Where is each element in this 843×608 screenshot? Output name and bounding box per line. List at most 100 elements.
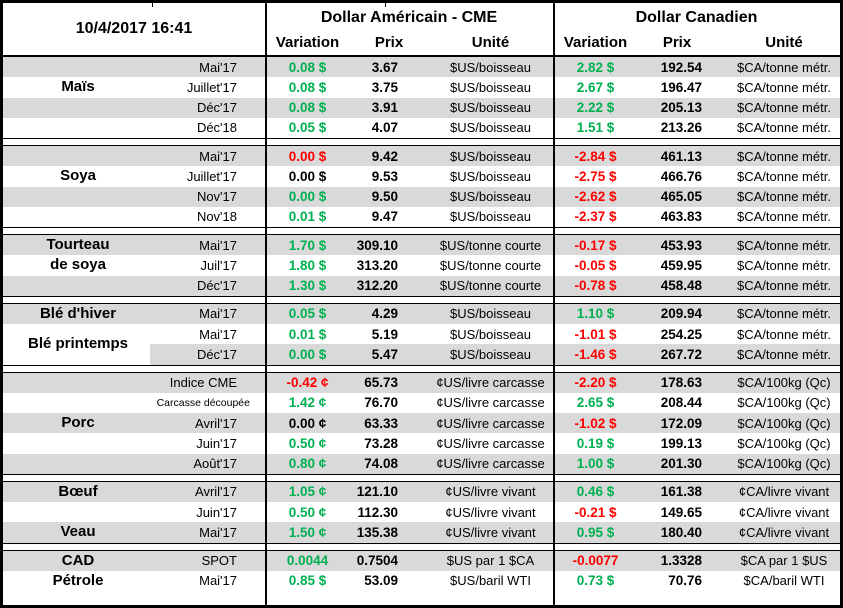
ca-unit-cell: ¢CA/livre vivant xyxy=(738,524,830,540)
us-price-cell: 4.29 xyxy=(371,306,398,322)
us-unit-cell: ¢US/livre vivant xyxy=(445,524,536,540)
contract-month-cell: Juil'17 xyxy=(200,257,237,273)
section-spacer xyxy=(3,473,840,482)
ca-unit-cell: $CA/tonne métr. xyxy=(737,257,831,273)
contract-month-cell: Mai'17 xyxy=(199,237,237,253)
ca-variation-cell: -2.20 $ xyxy=(574,375,617,391)
ca-price-cell: 208.44 xyxy=(660,395,702,411)
contract-month-cell: Indice CME xyxy=(169,375,237,391)
ca-price-cell: 172.09 xyxy=(660,415,702,431)
us-price-cell: 73.28 xyxy=(364,435,398,451)
us-unit-cell: $US/boisseau xyxy=(450,59,531,75)
ca-unit-cell: $CA/tonne métr. xyxy=(737,59,831,75)
ca-variation-cell: -0.0077 xyxy=(572,553,619,569)
ca-group-title: Dollar Canadien xyxy=(635,9,758,26)
ca-variation-cell: -0.05 $ xyxy=(574,257,617,273)
us-price-cell: 76.70 xyxy=(364,395,398,411)
us-variation-cell: 0.00 $ xyxy=(288,168,327,184)
commodity-section: Mai'17 0.05 $ 4.29 $US/boisseau 1.10 $ 209.94… xyxy=(3,303,840,365)
us-unit-cell: ¢US/livre carcasse xyxy=(436,395,545,411)
table-row: Août'17 0.80 ¢ 74.08 ¢US/livre carcasse 1.00… xyxy=(3,453,840,474)
us-unit-cell: $US/boisseau xyxy=(450,120,531,136)
ca-unit-cell: $CA/baril WTI xyxy=(743,573,825,589)
contract-month-cell: Mai'17 xyxy=(199,524,237,540)
ca-price-cell: 453.93 xyxy=(660,237,702,253)
table-body: Mai'17 0.08 $ 3.67 $US/boisseau 2.82 $ 192.54… xyxy=(3,57,840,591)
table-row: Mai'17 0.01 $ 5.19 $US/boisseau -1.01 $ 254.2… xyxy=(3,324,840,345)
ca-unite-header: Unité xyxy=(765,34,803,51)
table-row: SPOT 0.0044 0.7504 $US par 1 $CA -0.0077 1.33… xyxy=(3,550,840,571)
commodity-section: SPOT 0.0044 0.7504 $US par 1 $CA -0.0077 1.33… xyxy=(3,550,840,591)
ca-price-cell: 180.40 xyxy=(660,524,702,540)
commodity-label: Soya xyxy=(60,167,96,185)
ca-price-cell: 209.94 xyxy=(660,306,702,322)
us-unit-cell: $US par 1 $CA xyxy=(446,553,535,569)
us-unit-cell: $US/boisseau xyxy=(450,168,531,184)
ca-variation-cell: -2.62 $ xyxy=(574,189,617,205)
us-dollar-group-header: Dollar Américain - CME Variation Prix Un… xyxy=(265,3,553,55)
table-row: Mai'17 1.70 $ 309.10 $US/tonne courte -0.17 … xyxy=(3,235,840,256)
ca-price-cell: 205.13 xyxy=(660,100,702,116)
section-spacer xyxy=(3,364,840,373)
contract-month-cell: Mai'17 xyxy=(199,148,237,164)
contract-month-cell: Mai'17 xyxy=(199,573,237,589)
us-variation-cell: 1.30 $ xyxy=(288,278,327,294)
ca-variation-cell: 2.22 $ xyxy=(576,100,615,116)
ca-unit-cell: $CA par 1 $US xyxy=(740,553,828,569)
ca-variation-cell: -2.37 $ xyxy=(574,209,617,225)
us-variation-header: Variation xyxy=(275,34,340,51)
report-datetime: 10/4/2017 16:41 xyxy=(75,20,193,37)
us-unit-cell: $US/boisseau xyxy=(450,148,531,164)
commodity-label: Veau xyxy=(60,523,96,541)
contract-month-cell: Déc'17 xyxy=(196,100,237,116)
us-variation-cell: 0.08 $ xyxy=(288,59,327,75)
table-row: Mai'17 0.05 $ 4.29 $US/boisseau 1.10 $ 209.94… xyxy=(3,303,840,324)
us-unit-cell: ¢US/livre carcasse xyxy=(436,435,545,451)
ca-variation-cell: 1.51 $ xyxy=(576,120,615,136)
table-row: Déc'18 0.05 $ 4.07 $US/boisseau 1.51 $ 213.26… xyxy=(3,117,840,138)
ca-variation-cell: -2.84 $ xyxy=(574,148,617,164)
contract-month-cell: Mai'17 xyxy=(199,306,237,322)
ca-price-cell: 70.76 xyxy=(668,573,702,589)
contract-month-cell: Mai'17 xyxy=(199,59,237,75)
us-variation-cell: 0.05 $ xyxy=(288,306,327,322)
us-subheaders: Variation Prix Unité xyxy=(265,31,553,55)
ca-variation-cell: 1.10 $ xyxy=(576,306,615,322)
table-row: Mai'17 0.85 $ 53.09 $US/baril WTI 0.73 $ 70.7… xyxy=(3,570,840,591)
us-unit-cell: $US/boisseau xyxy=(450,100,531,116)
top-border-tick xyxy=(152,3,153,7)
us-variation-cell: 0.08 $ xyxy=(288,79,327,95)
us-variation-cell: 1.70 $ xyxy=(288,237,327,253)
us-variation-cell: 0.0044 xyxy=(286,553,329,569)
table-row: Avril'17 1.05 ¢ 121.10 ¢US/livre vivant 0.46… xyxy=(3,481,840,502)
us-unit-cell: ¢US/livre vivant xyxy=(445,484,536,500)
table-row: Indice CME -0.42 ¢ 65.73 ¢US/livre carcasse… xyxy=(3,372,840,393)
us-price-cell: 313.20 xyxy=(356,257,398,273)
contract-month-cell: Déc'17 xyxy=(196,346,237,362)
us-price-cell: 3.67 xyxy=(371,59,398,75)
ca-variation-cell: 0.95 $ xyxy=(576,524,615,540)
table-header: 10/4/2017 16:41 Dollar Américain - CME V… xyxy=(3,3,840,57)
ca-prix-header: Prix xyxy=(662,34,692,51)
ca-dollar-group-header: Dollar Canadien Variation Prix Unité xyxy=(553,3,840,55)
us-price-cell: 65.73 xyxy=(364,375,398,391)
ca-unit-cell: $CA/tonne métr. xyxy=(737,237,831,253)
us-price-cell: 9.53 xyxy=(371,168,398,184)
commodity-label: Tourteau de soya xyxy=(46,236,110,274)
ca-unit-cell: $CA/tonne métr. xyxy=(737,148,831,164)
ca-price-cell: 461.13 xyxy=(660,148,702,164)
ca-unit-cell: $CA/100kg (Qc) xyxy=(737,395,831,411)
ca-unit-cell: $CA/tonne métr. xyxy=(737,79,831,95)
ca-unit-cell: ¢CA/livre vivant xyxy=(738,484,830,500)
ca-price-cell: 149.65 xyxy=(660,504,702,520)
commodity-section: Indice CME -0.42 ¢ 65.73 ¢US/livre carcasse… xyxy=(3,372,840,474)
us-unit-cell: ¢US/livre carcasse xyxy=(436,415,545,431)
us-variation-cell: 0.00 ¢ xyxy=(288,415,327,431)
us-unit-cell: ¢US/livre carcasse xyxy=(436,456,545,472)
ca-variation-cell: -0.17 $ xyxy=(574,237,617,253)
us-price-cell: 3.91 xyxy=(371,100,398,116)
ca-price-cell: 465.05 xyxy=(660,189,702,205)
table-row: Nov'17 0.00 $ 9.50 $US/boisseau -2.62 $ 465.0… xyxy=(3,186,840,207)
commodity-section: Mai'17 1.70 $ 309.10 $US/tonne courte -0.17 … xyxy=(3,235,840,296)
us-price-cell: 121.10 xyxy=(356,484,398,500)
